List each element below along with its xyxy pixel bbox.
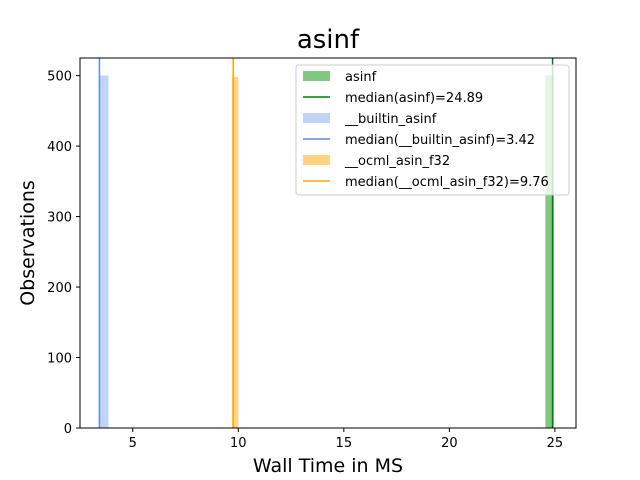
histogram-bar-2-0 [231,77,239,429]
plot-area-frame [79,57,577,429]
y-tick-label: 300 [47,211,72,226]
chart-title: asinf [297,25,360,55]
x-tick-label: 10 [230,436,247,451]
legend-swatch-1 [303,113,330,123]
legend-label-1: __builtin_asinf [344,112,437,127]
legend: asinf median(asinf)=24.89 __builtin_asinfm… [295,64,570,196]
y-tick-label: 100 [47,352,72,367]
legend-median-label-2: median(__ocml_asin_f32)=9.76 [345,175,549,190]
bars-layer [99,75,554,429]
y-axis-ticks: 0 100 200 300 400 500 [47,70,80,437]
x-tick-label: 25 [547,436,564,451]
legend-frame [295,64,570,196]
x-tick-label: 5 [129,436,137,451]
legend-entries: asinf median(asinf)=24.89 __builtin_asinfm… [303,70,549,190]
y-axis-title: Observations [17,180,39,306]
x-axis-title: Wall Time in MS [253,455,403,477]
y-tick-label: 500 [47,70,72,85]
y-tick-label: 0 [64,422,72,437]
legend-swatch-0 [303,71,330,81]
histogram-bar-0-0 [545,75,554,428]
legend-label-0: asinf [345,70,377,85]
x-tick-label: 20 [441,436,458,451]
legend-label-2: __ocml_asin_f32 [344,154,450,169]
x-tick-label: 15 [336,436,353,451]
legend-median-label-1: median(__builtin_asinf)=3.42 [345,133,535,148]
legend-swatch-2 [303,155,330,165]
y-tick-label: 200 [47,281,72,296]
histogram-bar-1-0 [99,75,109,428]
x-axis-ticks: 5 10 15 20 25 [129,428,564,451]
y-tick-label: 400 [47,140,72,155]
legend-median-label-0: median(asinf)=24.89 [345,91,483,106]
